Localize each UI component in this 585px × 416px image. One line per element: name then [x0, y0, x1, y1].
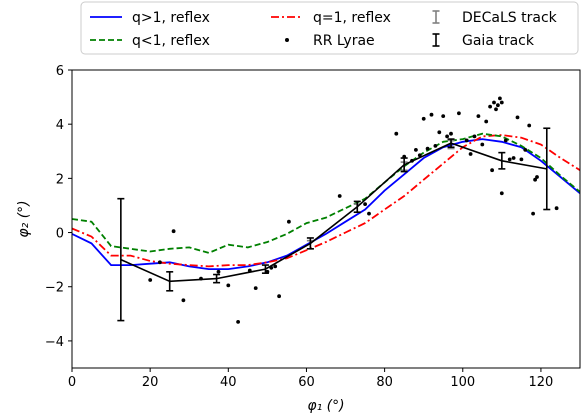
rr-lyrae-point: [535, 175, 539, 179]
rr-lyrae-point: [498, 96, 502, 101]
rr-lyrae-point: [199, 276, 203, 281]
rr-lyrae-point: [273, 264, 278, 269]
x-axis: 0 20 40 60 80 100 120: [68, 368, 553, 390]
rr-lyrae-point: [253, 286, 258, 290]
series-line: [72, 138, 580, 271]
series-line: [72, 132, 580, 254]
track-line: [120, 142, 547, 283]
legend-label: q>1, reflex: [132, 10, 210, 26]
rr-lyrae-point: [287, 219, 291, 224]
rr-lyrae-point: [445, 134, 449, 139]
y-tick-label: −2: [45, 281, 64, 296]
legend-label: Gaia track: [462, 33, 535, 49]
rr-lyrae-point: [158, 260, 162, 265]
rr-lyrae-point: [480, 142, 485, 147]
rr-lyrae-point: [337, 194, 342, 198]
rr-lyrae-point: [503, 138, 508, 143]
rr-lyrae-point: [265, 269, 270, 274]
x-tick-label: 120: [529, 375, 554, 390]
rr-lyrae-point: [402, 154, 407, 159]
legend-frame: [80, 1, 579, 55]
rr-lyrae-point: [499, 100, 504, 105]
curves-layer: [72, 132, 580, 271]
x-tick-label: 20: [142, 375, 159, 390]
rr-lyrae-point: [457, 111, 461, 116]
rr-lyrae-point: [472, 134, 477, 139]
rr-lyrae-point: [531, 211, 535, 216]
x-tick-label: 0: [68, 375, 76, 390]
rr-lyrae-point: [490, 168, 494, 173]
x-tick-label: 80: [376, 375, 393, 390]
rr-lyrae-point: [410, 158, 414, 163]
plot-area: [72, 70, 580, 368]
rr-lyrae-point: [269, 265, 274, 270]
rr-lyrae-point: [421, 116, 426, 121]
x-tick-label: 100: [450, 375, 475, 390]
rr-lyrae-point: [515, 115, 520, 120]
rr-lyrae-point: [433, 144, 438, 148]
rr-lyrae-point: [417, 153, 422, 158]
x-tick-label: 40: [220, 375, 237, 390]
rr-lyrae-point: [468, 152, 473, 156]
rr-lyrae-point: [226, 283, 231, 288]
rr-lyrae-point: [488, 104, 492, 109]
rr-lyrae-point: [236, 320, 241, 324]
rr-lyrae-point: [171, 229, 176, 234]
y-tick-label: 0: [56, 227, 64, 242]
rr-lyrae-point: [527, 123, 532, 128]
rr-lyrae-point: [394, 131, 399, 136]
y-tick-label: 2: [56, 172, 64, 187]
rr-lyrae-point: [441, 114, 446, 118]
x-axis-label: φ₁ (°): [307, 398, 344, 414]
y-tick-label: −4: [45, 335, 64, 350]
rr-lyrae-point: [507, 157, 512, 162]
rr-lyrae-point: [181, 298, 186, 303]
rr-lyrae-layer: [148, 96, 559, 324]
legend-label: q<1, reflex: [132, 33, 210, 49]
rr-lyrae-point: [429, 112, 434, 117]
legend-label: q=1, reflex: [313, 10, 391, 26]
y-tick-label: 4: [56, 118, 64, 133]
y-tick-label: 6: [56, 64, 64, 79]
rr-lyrae-point: [247, 268, 252, 273]
legend-swatch-dot: [285, 38, 289, 42]
rr-lyrae-point: [476, 114, 481, 118]
rr-lyrae-point: [449, 131, 453, 136]
rr-lyrae-point: [425, 146, 430, 151]
rr-lyrae-point: [216, 269, 221, 274]
rr-lyrae-point: [367, 211, 371, 216]
legend: q>1, reflex q=1, reflex DECaLS track q<1, r…: [80, 1, 579, 55]
rr-lyrae-point: [277, 294, 281, 299]
rr-lyrae-point: [492, 100, 496, 105]
plot-frame: [71, 69, 581, 369]
rr-lyrae-point: [363, 202, 367, 207]
rr-lyrae-point: [437, 130, 442, 135]
rr-lyrae-point: [496, 103, 500, 108]
rr-lyrae-point: [499, 191, 504, 196]
y-axis-label: φ₂ (°): [16, 200, 32, 237]
rr-lyrae-point: [464, 138, 469, 143]
x-tick-label: 60: [298, 375, 315, 390]
rr-lyrae-point: [523, 148, 528, 152]
rr-lyrae-point: [414, 148, 418, 152]
rr-lyrae-point: [511, 156, 516, 160]
legend-label: DECaLS track: [462, 10, 558, 26]
rr-lyrae-point: [554, 206, 559, 211]
rr-lyrae-point: [533, 177, 537, 182]
rr-lyrae-point: [148, 278, 153, 282]
tracks-layer: [117, 127, 551, 322]
rr-lyrae-point: [494, 107, 498, 112]
rr-lyrae-point: [484, 119, 489, 124]
legend-label: RR Lyrae: [313, 33, 375, 49]
rr-lyrae-point: [519, 157, 524, 162]
y-axis: −4 −2 0 2 4 6: [45, 64, 72, 350]
